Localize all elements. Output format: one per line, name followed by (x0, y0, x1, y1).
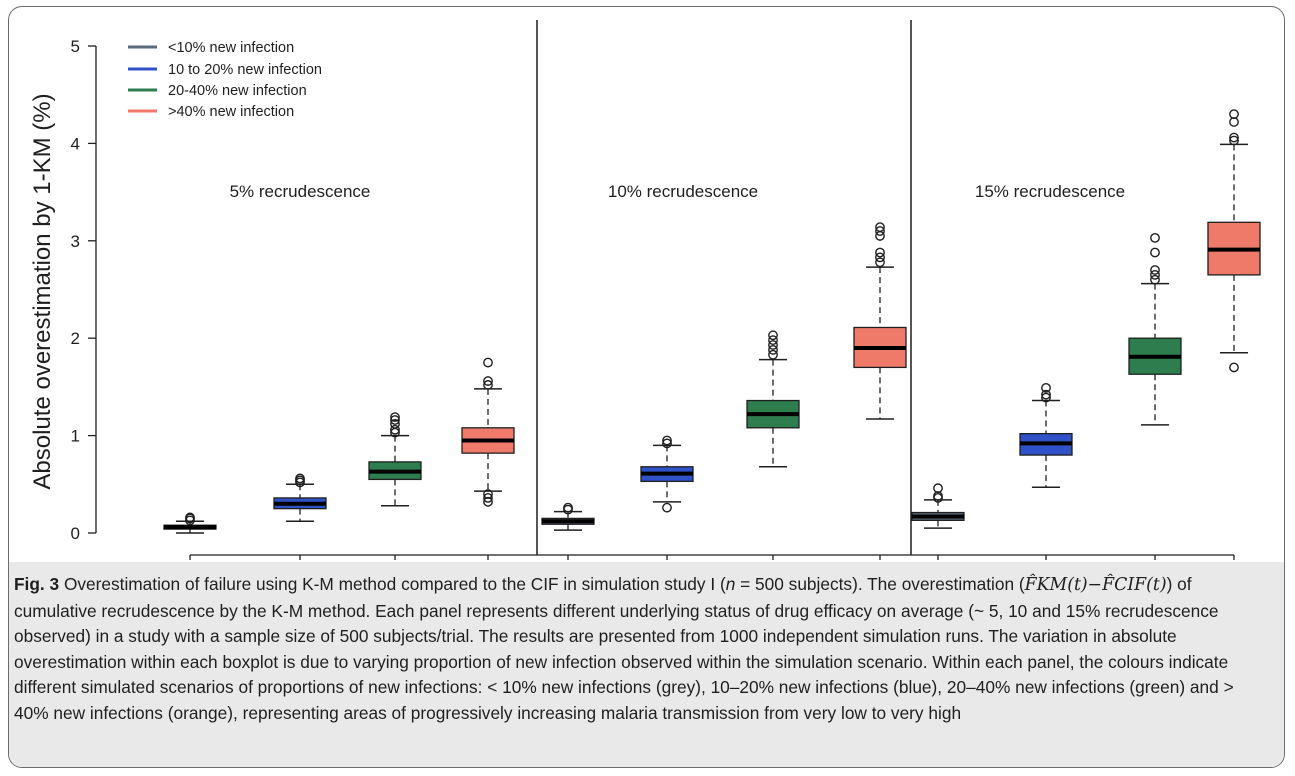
outlier-point (768, 349, 778, 360)
outlier-point (185, 512, 195, 523)
box-3-4 (1207, 109, 1261, 373)
y-tick-label-5: 5 (71, 37, 80, 56)
box-1-1 (163, 512, 217, 534)
outlier-point (1150, 269, 1160, 280)
caption-label: Fig. 3 (14, 574, 60, 594)
y-tick-label-0: 0 (71, 524, 80, 543)
outlier-point (483, 493, 493, 503)
y-axis-label: Absolute overestimation by 1-KM (%) (29, 93, 56, 489)
outlier-point (875, 252, 885, 263)
outlier-point (1041, 382, 1051, 393)
box-2-2 (640, 435, 694, 513)
panel-title-3: 15% recrudescence (975, 182, 1125, 201)
outlier-point (768, 335, 778, 346)
y-tick-label-3: 3 (71, 232, 80, 251)
box-3-2 (1019, 382, 1073, 488)
outlier-point (483, 357, 493, 368)
outlier-point (1150, 274, 1160, 285)
outlier-point (1041, 389, 1051, 400)
box-1-4 (461, 357, 515, 507)
caption-part2: = 500 subjects). The overestimation ( (735, 574, 1025, 594)
boxes-group (163, 109, 1261, 534)
legend-label-1: <10% new infection (168, 40, 294, 56)
outlier-point (1229, 109, 1239, 120)
outlier-point (390, 419, 400, 429)
legend-label-3: 20-40% new infection (168, 83, 307, 99)
outlier-point (875, 257, 885, 268)
caption-band (9, 562, 1284, 767)
outlier-point (768, 344, 778, 355)
outlier-point (1229, 362, 1239, 373)
legend-group: <10% new infection 10 to 20% new infectio… (128, 40, 322, 120)
panel-title-2: 10% recrudescence (608, 182, 758, 201)
legend-label-4: >40% new infection (168, 104, 294, 120)
box-3-3 (1128, 232, 1182, 426)
outlier-point (295, 473, 305, 484)
outlier-point (875, 222, 885, 233)
y-tick-label-2: 2 (71, 329, 80, 348)
caption-part3: ) of cumulative recrudescence by the K-M… (14, 574, 1234, 723)
axes-group: 0 1 2 3 4 5 Absolute overestimation by 1-KM (%… (29, 20, 1235, 560)
box-2-1 (541, 502, 595, 531)
outlier-point (390, 415, 400, 425)
outlier-point (483, 376, 493, 386)
outlier-point (875, 247, 885, 258)
caption-formula: F̂KM(t)−F̂CIF(t) (1024, 575, 1167, 595)
outlier-point (390, 412, 400, 422)
box-1-3 (368, 412, 422, 507)
y-tick-label-1: 1 (71, 427, 80, 446)
outlier-point (1229, 135, 1239, 146)
outlier-point (390, 424, 400, 435)
outlier-point (662, 438, 672, 449)
box-1-2 (273, 473, 327, 523)
outlier-point (662, 435, 672, 446)
outlier-point (933, 483, 943, 494)
outlier-point (1150, 247, 1160, 258)
caption-part1: Overestimation of failure using K-M meth… (59, 574, 726, 594)
box-2-4 (853, 222, 907, 420)
outlier-point (768, 330, 778, 341)
box-3-1 (911, 483, 965, 529)
outlier-point (1150, 265, 1160, 275)
outlier-point (1229, 132, 1239, 143)
outlier-point (1150, 232, 1160, 243)
boxplot-chart: 0 1 2 3 4 5 Absolute overestimation by 1-KM (%… (29, 20, 1261, 560)
y-tick-label-4: 4 (71, 134, 80, 153)
box-2-3 (746, 330, 800, 468)
outlier-point (662, 502, 672, 513)
figure-frame (8, 6, 1285, 768)
outlier-point (483, 489, 493, 499)
caption-n-symbol: n (725, 574, 736, 594)
outlier-point (563, 502, 573, 513)
panel-title-1: 5% recrudescence (230, 182, 371, 201)
outlier-point (1041, 392, 1051, 403)
legend-label-2: 10 to 20% new infection (168, 62, 322, 78)
outlier-point (875, 226, 885, 236)
figure-caption: Fig. 3 Overestimation of failure using K… (14, 572, 1266, 727)
outlier-point (768, 340, 778, 350)
outlier-point (483, 380, 493, 390)
